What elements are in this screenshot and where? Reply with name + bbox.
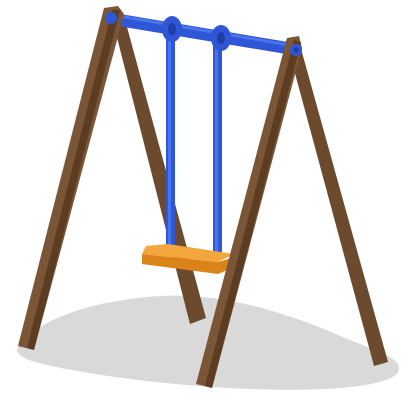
- right-bolt-inner: [293, 47, 299, 53]
- swing-seat-side: [142, 254, 232, 274]
- top-crossbar-highlight: [110, 13, 298, 48]
- left-front-leg-shade: [27, 10, 120, 350]
- left-chain-highlight: [168, 30, 171, 252]
- swing-seat-top: [142, 244, 234, 262]
- right-ring-inner: [217, 32, 225, 44]
- left-bolt: [105, 12, 117, 24]
- right-front-leg-shade: [205, 40, 301, 388]
- right-chain-highlight: [215, 40, 218, 254]
- left-back-leg: [112, 16, 206, 324]
- right-back-leg: [286, 38, 388, 366]
- left-ring-inner: [168, 23, 176, 35]
